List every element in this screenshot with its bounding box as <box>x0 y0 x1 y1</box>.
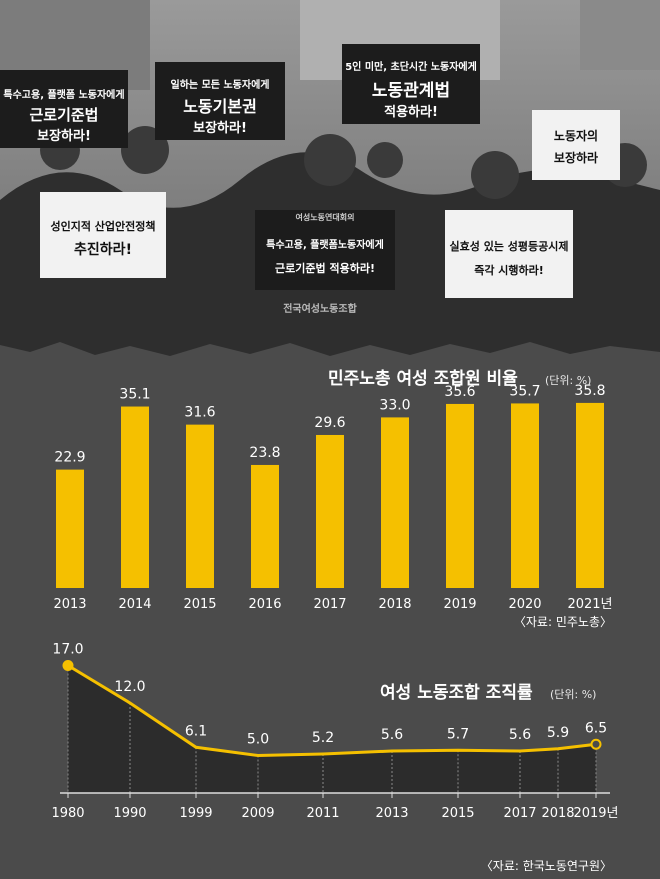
line-tick-label: 2013 <box>375 806 408 821</box>
line-chart: 여성 노동조합 조직률 (단위: %) 17.0 1980 12.0 1990 6.1 1… <box>51 642 618 874</box>
point-1980 <box>62 660 74 671</box>
svg-text:보장하라!: 보장하라! <box>193 120 247 136</box>
svg-text:적용하라!: 적용하라! <box>384 104 438 120</box>
bar-2021년 <box>576 402 604 588</box>
svg-text:특수고용, 플랫폼노동자에게: 특수고용, 플랫폼노동자에게 <box>266 238 384 251</box>
line-value-label: 12.0 <box>114 679 145 695</box>
series-line <box>67 664 597 758</box>
bar-tick-label: 2017 <box>313 597 346 612</box>
bar-value-label: 35.8 <box>574 383 605 399</box>
bar-value-label: 35.6 <box>444 384 475 400</box>
bar-value-label: 23.8 <box>249 445 280 461</box>
line-value-label: 5.9 <box>547 725 569 741</box>
bar-value-label: 29.6 <box>314 415 345 431</box>
svg-text:성인지적 산업안전정책: 성인지적 산업안전정책 <box>50 219 155 233</box>
bar-chart-unit: (단위: %) <box>545 374 591 387</box>
area-fill <box>68 665 596 793</box>
line-value-label: 5.2 <box>312 730 334 746</box>
bar-chart: 민주노총 여성 조합원 비율 (단위: %) 22.9 2013 35.1 2014 3… <box>53 368 612 629</box>
svg-text:여성노동연대회의: 여성노동연대회의 <box>296 212 355 222</box>
line-value-label: 6.5 <box>585 720 607 736</box>
bar-tick-label: 2020 <box>508 597 541 612</box>
line-value-label: 17.0 <box>52 642 83 658</box>
sign-7: 노동자의 보장하라 <box>532 110 620 180</box>
svg-text:실효성 있는 성평등공시제: 실효성 있는 성평등공시제 <box>450 239 569 253</box>
bar-value-label: 35.1 <box>119 387 150 403</box>
line-tick-label: 1999 <box>179 806 212 821</box>
bar-tick-label: 2021년 <box>567 597 612 612</box>
svg-text:보장하라!: 보장하라! <box>37 128 91 144</box>
line-tick-label: 1990 <box>113 806 146 821</box>
line-value-label: 6.1 <box>185 723 207 739</box>
bar-2016 <box>251 464 279 588</box>
bar-2019 <box>446 403 474 588</box>
svg-text:특수고용, 플랫폼 노동자에게: 특수고용, 플랫폼 노동자에게 <box>3 88 124 101</box>
svg-text:근로기준법: 근로기준법 <box>29 106 98 124</box>
bar-2017 <box>316 434 344 588</box>
line-value-label: 5.6 <box>381 727 403 743</box>
bar-tick-label: 2015 <box>183 597 216 612</box>
line-value-label: 5.0 <box>247 732 269 748</box>
svg-text:노동기본권: 노동기본권 <box>183 97 257 116</box>
line-value-label: 5.6 <box>509 727 531 743</box>
bar-value-label: 33.0 <box>379 397 410 413</box>
union-name: 전국여성노동조합 <box>283 302 357 315</box>
svg-text:5인 미만, 초단시간 노동자에게: 5인 미만, 초단시간 노동자에게 <box>345 60 477 73</box>
line-chart-source: 〈자료: 한국노동연구원〉 <box>481 859 612 873</box>
sign-5: 여성노동연대회의 특수고용, 플랫폼노동자에게 근로기준법 적용하라! <box>255 210 395 290</box>
line-tick-label: 2019년 <box>573 806 618 821</box>
sign-2: 일하는 모든 노동자에게 노동기본권 보장하라! <box>155 62 285 140</box>
bar-tick-label: 2014 <box>118 597 151 612</box>
svg-text:노동자의: 노동자의 <box>554 128 598 143</box>
bar-2013 <box>56 469 84 588</box>
bar-2015 <box>186 424 214 588</box>
bar-2014 <box>121 406 149 588</box>
bar-tick-label: 2016 <box>248 597 281 612</box>
bar-chart-source: 〈자료: 민주노총〉 <box>514 615 612 629</box>
bar-value-label: 31.6 <box>184 405 215 421</box>
bar-tick-label: 2019 <box>443 597 476 612</box>
bar-tick-label: 2013 <box>53 597 86 612</box>
svg-text:근로기준법 적용하라!: 근로기준법 적용하라! <box>275 261 375 275</box>
bar-chart-title: 민주노총 여성 조합원 비율 <box>328 368 518 389</box>
line-tick-label: 2018 <box>541 806 574 821</box>
svg-text:일하는 모든 노동자에게: 일하는 모든 노동자에게 <box>171 78 270 91</box>
svg-text:보장하라: 보장하라 <box>554 150 598 165</box>
line-tick-label: 1980 <box>51 806 84 821</box>
sign-1: 특수고용, 플랫폼 노동자에게 근로기준법 보장하라! <box>0 70 128 148</box>
sign-3: 5인 미만, 초단시간 노동자에게 노동관계법 적용하라! <box>342 44 480 124</box>
svg-text:즉각 시행하라!: 즉각 시행하라! <box>474 263 544 277</box>
line-tick-label: 2011 <box>306 806 339 821</box>
line-tick-label: 2017 <box>503 806 536 821</box>
line-chart-title: 여성 노동조합 조직률 <box>380 682 533 703</box>
bar-tick-label: 2018 <box>378 597 411 612</box>
svg-text:노동관계법: 노동관계법 <box>372 81 450 101</box>
bar-2018 <box>381 417 409 588</box>
bar-2020 <box>511 403 539 588</box>
protest-photo: 특수고용, 플랫폼 노동자에게 근로기준법 보장하라! 일하는 모든 노동자에게… <box>0 0 660 360</box>
point-2019년 <box>590 738 602 750</box>
sign-4: 성인지적 산업안전정책 추진하라! <box>40 192 166 278</box>
line-chart-unit: (단위: %) <box>550 688 596 701</box>
line-tick-label: 2009 <box>241 806 274 821</box>
svg-text:추진하라!: 추진하라! <box>74 241 132 258</box>
sign-6: 실효성 있는 성평등공시제 즉각 시행하라! <box>445 210 573 298</box>
line-value-label: 5.7 <box>447 726 469 742</box>
line-tick-label: 2015 <box>441 806 474 821</box>
bar-value-label: 35.7 <box>509 383 540 399</box>
bar-value-label: 22.9 <box>54 450 85 466</box>
